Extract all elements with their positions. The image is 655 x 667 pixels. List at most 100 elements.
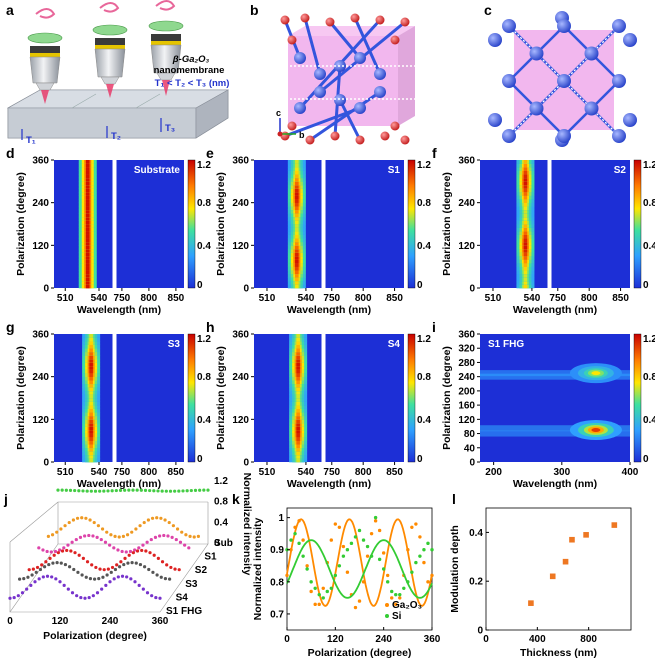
scatter-point: [100, 587, 104, 591]
data-point: [381, 567, 386, 571]
heatmap-background: [254, 160, 322, 288]
scatter-point: [109, 570, 113, 574]
heatmap-peak-cell: [296, 401, 300, 406]
scatter-point: [63, 562, 68, 567]
ga-atom: [488, 113, 502, 127]
data-point: [333, 522, 338, 526]
x-tick-label: 750: [114, 467, 131, 478]
colorbar-tick-label: 0.4: [197, 415, 211, 426]
scatter-point: [96, 524, 100, 528]
o-atom: [375, 15, 385, 25]
o-atom: [325, 17, 335, 27]
ga-atom: [584, 101, 599, 116]
heatmap-peak-cell: [296, 408, 300, 413]
scatter-point: [30, 573, 34, 577]
x-tick-label: 750: [114, 293, 131, 304]
x-tick-label: 800: [141, 293, 158, 304]
scatter-point: [187, 546, 191, 550]
scatter-point: [54, 577, 58, 581]
o-atom: [380, 131, 390, 141]
scatter-point: [60, 549, 65, 553]
slab-divider-1: [71, 93, 97, 109]
heatmap-peak-cell: [85, 259, 90, 264]
data-point: [369, 531, 374, 536]
t1-label: T₁: [26, 135, 36, 146]
heatmap-peak-cell: [523, 245, 528, 250]
heatmap-peak-cell: [89, 401, 93, 406]
thickness-markers: T₁ T₂ T₃: [21, 118, 175, 146]
colorbar-tick-label: 0: [643, 280, 649, 291]
data-point: [333, 573, 338, 578]
heatmap-peak-cell: [85, 284, 90, 289]
heatmap-peak-cell: [296, 334, 300, 338]
heatmap-peak-cell: [85, 220, 90, 225]
heatmap-peak-cell: [523, 177, 528, 182]
scatter-point: [105, 573, 109, 577]
heatmap-peak-cell: [296, 419, 300, 424]
scatter-point: [29, 583, 33, 587]
heatmap-peak-cell: [89, 362, 93, 367]
scatter-point: [92, 520, 96, 525]
y-tick-label: 120: [458, 241, 475, 252]
ga-atom: [557, 129, 571, 143]
heatmap-hotspot: [591, 428, 601, 432]
scatter-point: [81, 556, 85, 560]
scatter-point: [130, 530, 134, 534]
colorbar: [187, 333, 196, 463]
heatmap-peak-cell: [295, 280, 299, 285]
data-point: [418, 554, 422, 558]
scatter-point: [18, 577, 22, 581]
heatmap-peak-cell: [89, 454, 93, 459]
scatter-point: [81, 489, 85, 493]
heatmap-peak-cell: [523, 266, 528, 271]
heatmap-peak-cell: [85, 192, 90, 196]
o-atom: [305, 135, 315, 145]
scatter-point: [151, 570, 155, 574]
scatter-point: [93, 489, 98, 493]
scatter-point: [52, 553, 56, 557]
y-tick-label: 160: [458, 401, 475, 412]
scatter-point: [97, 577, 101, 581]
sample-name: S1 FHG: [488, 339, 524, 350]
y-tick-label: 360: [232, 330, 249, 341]
heatmap-background: [480, 160, 548, 288]
heatmap-peak-cell: [85, 277, 90, 282]
colorbar-tick-label: 0.4: [643, 415, 655, 426]
y-tick-label: 1: [278, 513, 284, 524]
heatmap-peak-cell: [85, 206, 90, 211]
scatter-point: [62, 583, 66, 587]
scatter-point: [77, 489, 81, 493]
heatmap-peak-cell: [296, 422, 300, 427]
o-atom: [400, 17, 410, 27]
x-tick-label: 240: [375, 634, 392, 645]
laser-beam-icon: [106, 84, 114, 98]
scatter-point: [58, 580, 62, 584]
heatmap-peak-cell: [523, 199, 528, 203]
scatter-point: [139, 488, 143, 492]
scatter-point: [73, 551, 77, 555]
scatter-point: [129, 577, 133, 581]
scatter-point: [38, 567, 43, 572]
sample-name: S1: [388, 165, 401, 176]
heatmap-peak-cell: [85, 170, 90, 175]
heatmap-peak-cell: [296, 430, 300, 434]
scatter-point: [168, 489, 173, 493]
heatmap-peak-cell: [89, 444, 93, 449]
ga-atom: [314, 86, 326, 98]
y-tick-label: 120: [458, 415, 475, 426]
scatter-point: [135, 488, 139, 492]
data-point: [394, 592, 398, 597]
objective-body: [150, 44, 182, 74]
heatmap-peak-cell: [89, 415, 93, 420]
ga-atom: [354, 52, 366, 64]
scatter-point: [37, 577, 41, 581]
ga-atom: [294, 52, 306, 64]
panel-f-label: f: [432, 145, 437, 161]
legend-label: Si: [392, 611, 402, 622]
y-axis-title: Polarization (degree): [15, 346, 27, 450]
panel-k: k 0 120 240 360 0.7 0.8 0.9 1 Polarization (degre…: [232, 491, 441, 659]
data-point: [373, 519, 378, 523]
scatter-point: [67, 520, 71, 525]
x-tick-label: 800: [141, 467, 158, 478]
scatter-point: [85, 560, 90, 564]
